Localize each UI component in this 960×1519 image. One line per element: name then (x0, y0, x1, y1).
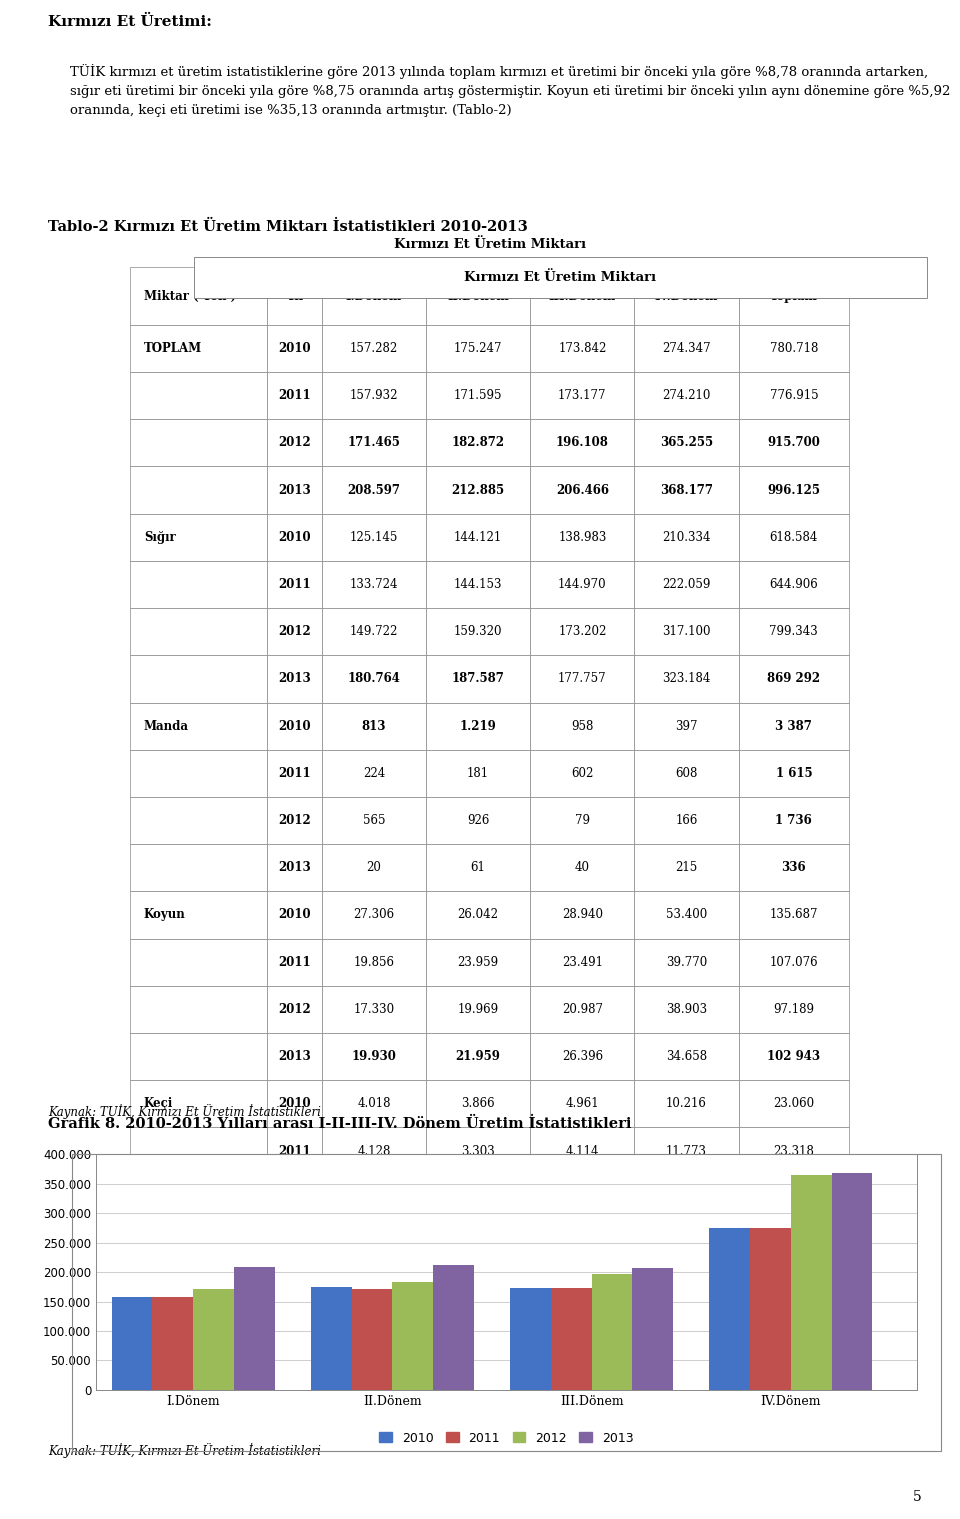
Bar (234, 1267, 275, 1390)
Text: Grafik 8. 2010-2013 Yılları arası I-II-III-IV. Dönem Üretim İstatistikleri: Grafik 8. 2010-2013 Yılları arası I-II-I… (48, 1116, 632, 1132)
Text: Kaynak: TUİK, Kırmızı Et Üretim İstatistikleri: Kaynak: TUİK, Kırmızı Et Üretim İstatist… (48, 1443, 321, 1458)
Bar (709, 1229, 750, 1390)
Legend: 2010, 2011, 2012, 2013: 2010, 2011, 2012, 2013 (374, 1426, 638, 1449)
Bar (153, 1297, 193, 1390)
Bar (433, 1265, 474, 1390)
Bar (393, 1282, 433, 1390)
Bar (831, 1173, 873, 1390)
Bar (193, 1290, 234, 1390)
Text: 5: 5 (913, 1490, 922, 1504)
Text: Kırmızı Et Üretimi:: Kırmızı Et Üretimi: (48, 15, 212, 29)
Bar (111, 1297, 153, 1390)
Text: Kırmızı Et Üretim Miktarı: Kırmızı Et Üretim Miktarı (394, 237, 586, 251)
Text: Kaynak: TUİK, Kırmızı Et Üretim İstatistikleri: Kaynak: TUİK, Kırmızı Et Üretim İstatist… (48, 1104, 321, 1120)
Bar (351, 1290, 393, 1390)
Bar (194, 257, 926, 298)
Bar (750, 1229, 791, 1390)
Bar (311, 1287, 351, 1390)
Text: Kırmızı Et Üretim Miktarı: Kırmızı Et Üretim Miktarı (465, 270, 657, 284)
Bar (791, 1174, 831, 1390)
Bar (591, 1274, 633, 1390)
Bar (510, 1288, 551, 1390)
Bar (551, 1288, 591, 1390)
Bar (633, 1268, 673, 1390)
Text: Tablo-2 Kırmızı Et Üretim Miktarı İstatistikleri 2010-2013: Tablo-2 Kırmızı Et Üretim Miktarı İstati… (48, 220, 528, 234)
Text: TÜİK kırmızı et üretim istatistiklerine göre 2013 yılında toplam kırmızı et üret: TÜİK kırmızı et üretim istatistiklerine … (70, 64, 950, 117)
